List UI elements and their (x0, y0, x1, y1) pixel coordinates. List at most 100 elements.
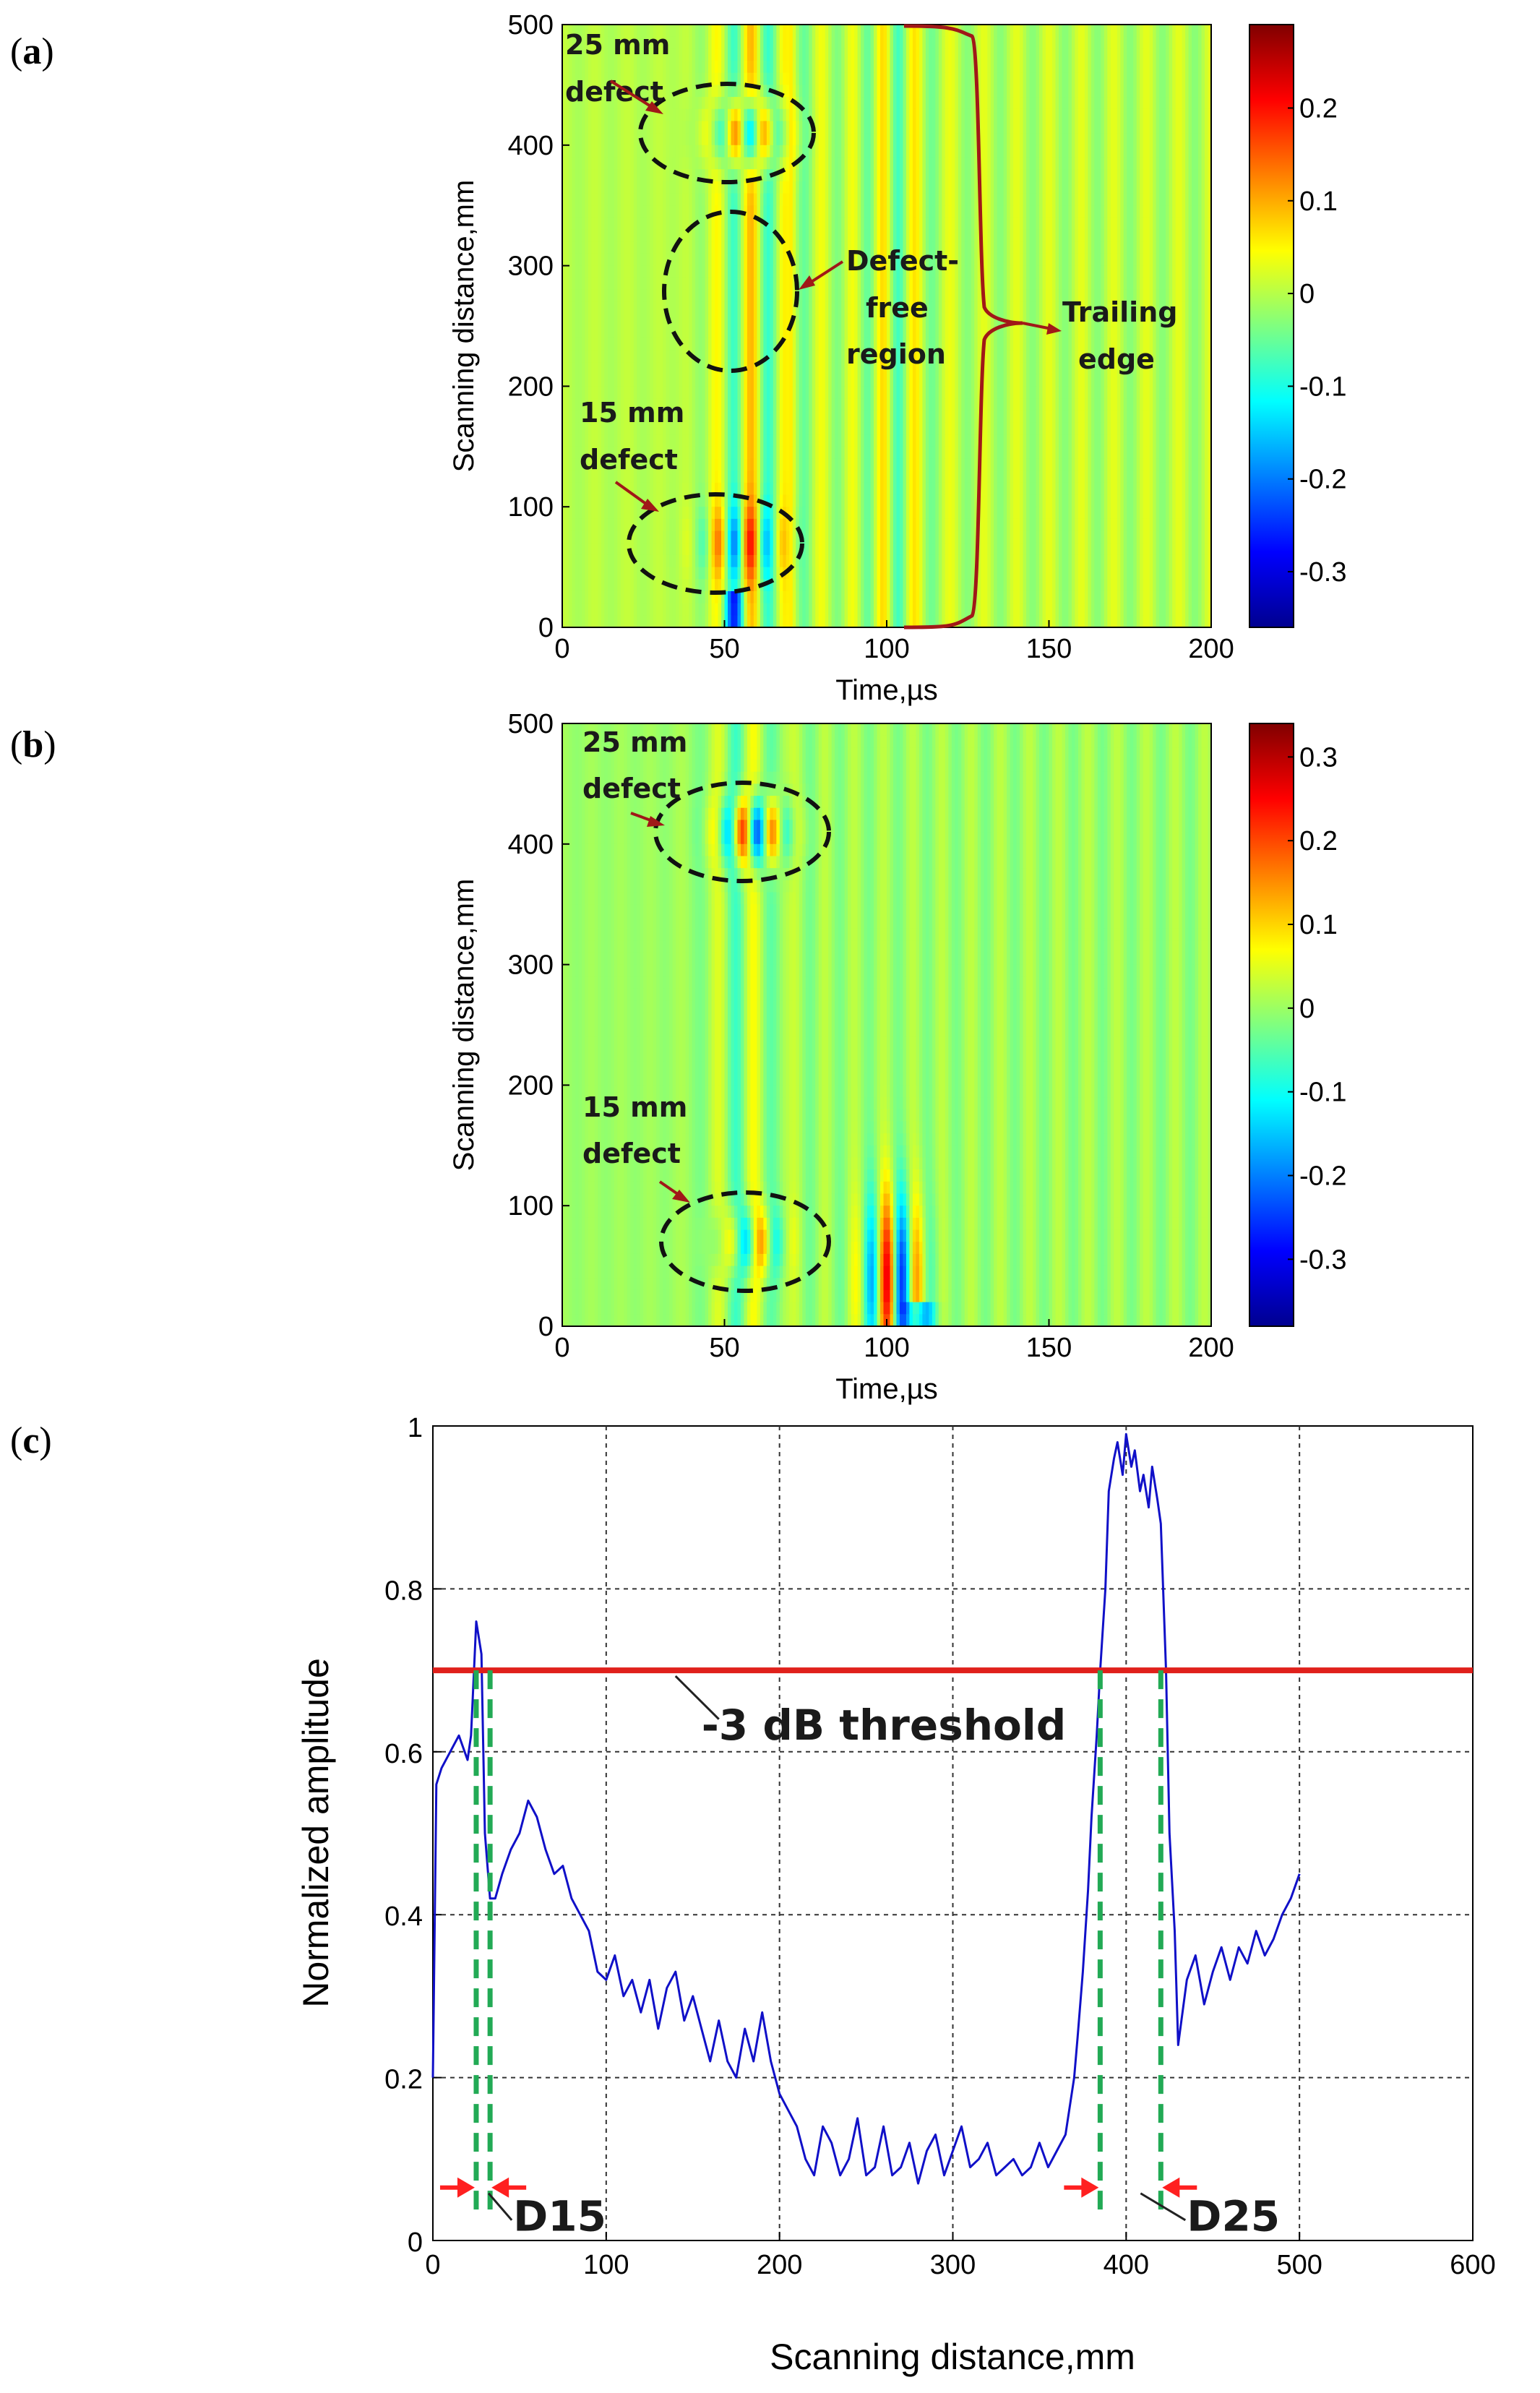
heatmap-cell (919, 289, 923, 303)
heatmap-cell (935, 229, 939, 242)
heatmap-cell (874, 133, 878, 146)
heatmap-cell (1156, 108, 1160, 122)
heatmap-cell (890, 121, 894, 134)
heatmap-cell (1010, 85, 1014, 98)
heatmap-cell (1091, 157, 1095, 170)
heatmap-cell (1084, 289, 1088, 303)
heatmap-cell (825, 25, 829, 38)
heatmap-cell (887, 145, 891, 158)
heatmap-cell (1042, 193, 1046, 206)
heatmap-cell (1140, 181, 1144, 194)
heatmap-cell (588, 48, 593, 61)
heatmap-cell (614, 289, 618, 303)
heatmap-cell (1172, 97, 1176, 110)
heatmap-cell (779, 205, 783, 218)
heatmap-cell (854, 97, 859, 110)
heatmap-cell (994, 229, 998, 242)
heatmap-cell (760, 193, 764, 206)
heatmap-cell (1133, 205, 1137, 218)
heatmap-cell (1023, 133, 1027, 146)
heatmap-cell (805, 145, 809, 158)
heatmap-cell (734, 97, 739, 110)
heatmap-cell (617, 229, 621, 242)
heatmap-cell (1130, 205, 1134, 218)
heatmap-cell (822, 157, 826, 170)
heatmap-cell (1036, 205, 1040, 218)
heatmap-cell (637, 85, 641, 98)
heatmap-cell (585, 265, 589, 278)
heatmap-cell (568, 205, 573, 218)
heatmap-cell (799, 72, 803, 85)
heatmap-cell (1133, 181, 1137, 194)
heatmap-cell (835, 48, 839, 61)
heatmap-cell (689, 36, 693, 49)
heatmap-cell (773, 133, 777, 146)
heatmap-cell (753, 121, 757, 134)
heatmap-cell (1208, 241, 1211, 254)
heatmap-cell (698, 205, 702, 218)
heatmap-cell (1071, 229, 1076, 242)
heatmap-cell (974, 25, 978, 38)
heatmap-cell (874, 169, 878, 182)
heatmap-cell (916, 157, 920, 170)
heatmap-cell (984, 108, 988, 122)
heatmap-cell (994, 278, 998, 291)
heatmap-cell (633, 301, 637, 314)
heatmap-cell (685, 278, 689, 291)
heatmap-cell (1016, 48, 1020, 61)
heatmap-cell (627, 289, 631, 303)
heatmap-cell (676, 193, 680, 206)
heatmap-cell (789, 301, 793, 314)
heatmap-cell (905, 121, 911, 134)
heatmap-cell (653, 36, 657, 49)
heatmap-cell (1029, 133, 1033, 146)
heatmap-cell (887, 25, 891, 38)
heatmap-cell (578, 61, 582, 74)
heatmap-cell (1088, 265, 1092, 278)
heatmap-cell (925, 61, 929, 74)
heatmap-cell (731, 133, 735, 146)
heatmap-cell (711, 217, 715, 231)
heatmap-cell (763, 241, 767, 254)
heatmap-cell (721, 108, 726, 122)
heatmap-cell (990, 193, 994, 206)
heatmap-cell (1029, 145, 1033, 158)
heatmap-cell (718, 97, 722, 110)
heatmap-cell (588, 25, 593, 38)
heatmap-cell (669, 108, 674, 122)
heatmap-cell (1159, 169, 1163, 182)
heatmap-cell (763, 145, 767, 158)
heatmap-cell (867, 169, 872, 182)
heatmap-cell (1097, 193, 1101, 206)
heatmap-cell (624, 133, 628, 146)
heatmap-cell (831, 289, 835, 303)
heatmap-cell (1166, 181, 1170, 194)
heatmap-cell (809, 241, 813, 254)
heatmap-cell (838, 25, 842, 38)
heatmap-cell (796, 72, 800, 85)
heatmap-cell (1077, 48, 1082, 61)
heatmap-cell (1088, 48, 1092, 61)
heatmap-cell (945, 121, 949, 134)
heatmap-cell (1185, 314, 1190, 327)
heatmap-cell (984, 145, 988, 158)
heatmap-cell (880, 157, 885, 170)
heatmap-cell (1110, 314, 1114, 327)
heatmap-cell (1159, 229, 1163, 242)
heatmap-cell (1198, 169, 1203, 182)
heatmap-cell (698, 121, 702, 134)
heatmap-cell (1117, 181, 1121, 194)
heatmap-cell (1136, 61, 1140, 74)
heatmap-cell (1064, 301, 1070, 314)
heatmap-cell (1140, 289, 1144, 303)
heatmap-cell (877, 133, 881, 146)
heatmap-cell (1039, 169, 1044, 182)
heatmap-cell (1075, 157, 1079, 170)
heatmap-cell (1179, 85, 1183, 98)
heatmap-cell (779, 217, 783, 231)
heatmap-cell (627, 36, 631, 49)
heatmap-cell (1084, 61, 1088, 74)
heatmap-cell (1051, 193, 1057, 206)
heatmap-cell (942, 145, 946, 158)
heatmap-cell (796, 48, 800, 61)
